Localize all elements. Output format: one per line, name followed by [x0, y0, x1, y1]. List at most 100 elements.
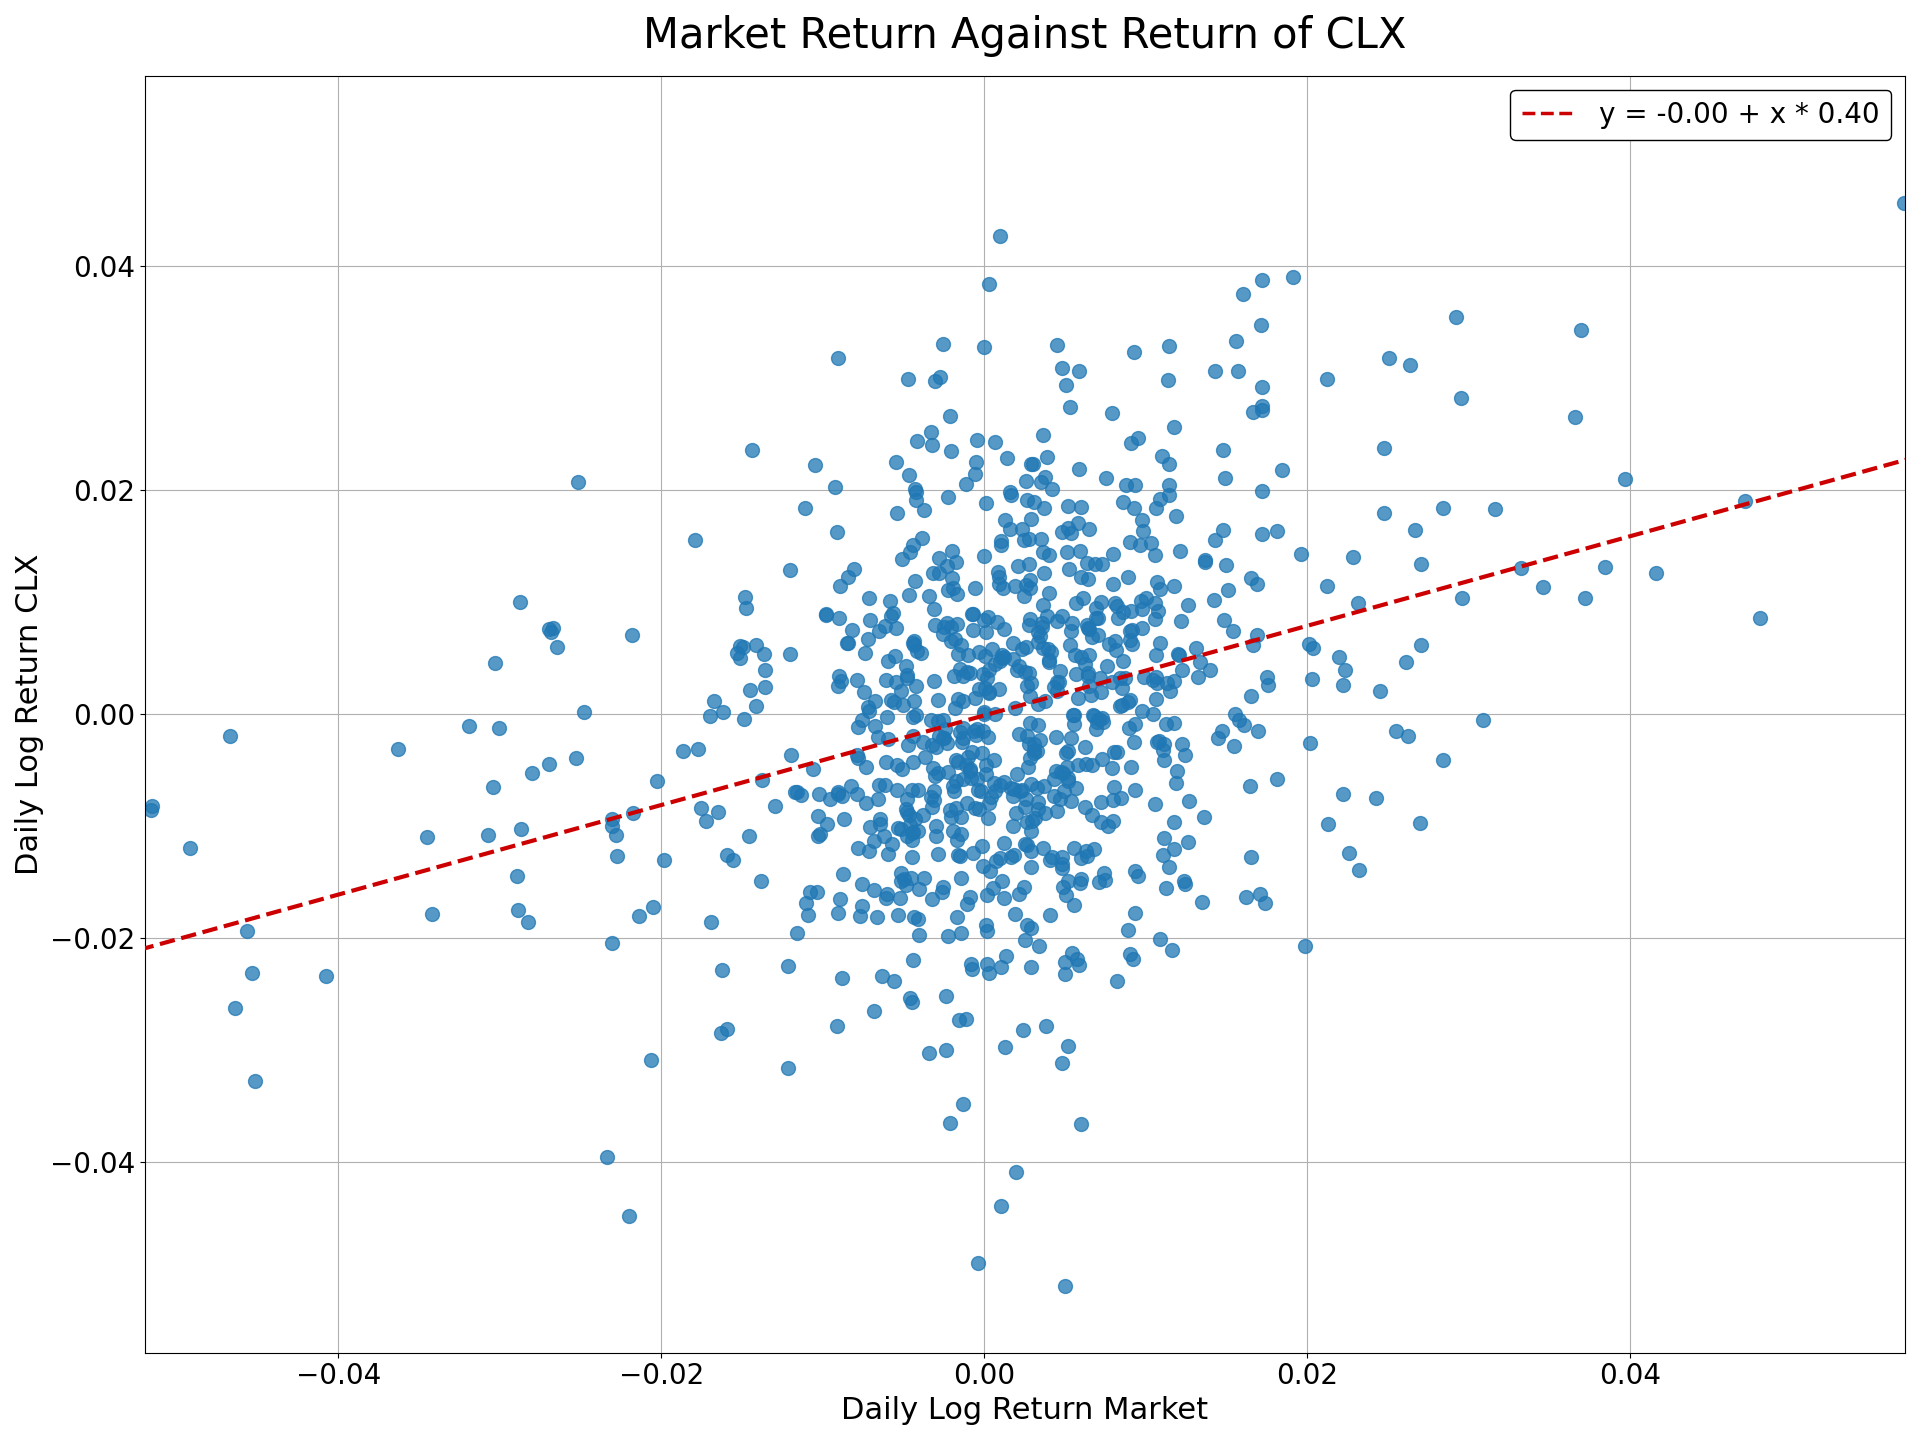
Point	[1108, 491, 1139, 514]
Point	[868, 825, 899, 848]
Point	[952, 893, 983, 916]
Point	[970, 645, 1000, 668]
Point	[780, 780, 810, 804]
Point	[824, 606, 854, 629]
Point	[1041, 680, 1071, 703]
Point	[1039, 768, 1069, 791]
Point	[847, 873, 877, 896]
Point	[822, 346, 852, 369]
Point	[939, 780, 970, 804]
Point	[947, 730, 977, 753]
Point	[1066, 645, 1096, 668]
Point	[1183, 665, 1213, 688]
Point	[1043, 333, 1073, 356]
Point	[841, 668, 872, 691]
Point	[1016, 955, 1046, 978]
Point	[899, 706, 929, 729]
Point	[891, 654, 922, 677]
Point	[962, 778, 993, 801]
Point	[803, 824, 833, 847]
Point	[1000, 903, 1031, 926]
Point	[881, 779, 912, 802]
Point	[1246, 395, 1277, 418]
Point	[1085, 667, 1116, 690]
Point	[1048, 876, 1079, 899]
Point	[1016, 569, 1046, 592]
Point	[1069, 736, 1100, 759]
Point	[1250, 891, 1281, 914]
Point	[534, 618, 564, 641]
Point	[1200, 359, 1231, 382]
Point	[1020, 742, 1050, 765]
Point	[891, 825, 922, 848]
Point	[908, 498, 939, 521]
Point	[601, 845, 632, 868]
Point	[935, 1112, 966, 1135]
Point	[1014, 608, 1044, 631]
Point	[1073, 664, 1104, 687]
Point	[1246, 376, 1277, 399]
Point	[776, 743, 806, 766]
Point	[1229, 282, 1260, 305]
Point	[1112, 690, 1142, 713]
Point	[943, 906, 973, 929]
Point	[1117, 497, 1148, 520]
Point	[1365, 680, 1396, 703]
Point	[922, 762, 952, 785]
Point	[831, 564, 862, 588]
Point	[1066, 564, 1096, 588]
Point	[972, 806, 1002, 829]
Point	[979, 652, 1010, 675]
Point	[1004, 723, 1035, 746]
Point	[1116, 432, 1146, 455]
Point	[1062, 776, 1092, 799]
Point	[881, 671, 912, 694]
Point	[1044, 670, 1075, 693]
Point	[899, 690, 929, 713]
Point	[1058, 837, 1089, 860]
Point	[908, 867, 939, 890]
Point	[1002, 554, 1033, 577]
Point	[985, 530, 1016, 553]
Point	[900, 674, 931, 697]
Point	[920, 765, 950, 788]
Point	[918, 757, 948, 780]
Point	[538, 616, 568, 639]
Point	[1100, 592, 1131, 615]
Point	[968, 720, 998, 743]
Point	[970, 913, 1000, 936]
Point	[922, 710, 952, 733]
Point	[1048, 779, 1079, 802]
Point	[776, 559, 806, 582]
Point	[973, 680, 1004, 703]
Point	[703, 801, 733, 824]
Point	[1035, 903, 1066, 926]
Point	[956, 740, 987, 763]
Point	[996, 484, 1027, 507]
Point	[1091, 467, 1121, 490]
Point	[1526, 575, 1557, 598]
Point	[1043, 609, 1073, 632]
Point	[1158, 837, 1188, 860]
Point	[668, 740, 699, 763]
Point	[937, 775, 968, 798]
Point	[618, 802, 649, 825]
Point	[983, 678, 1014, 701]
Point	[935, 629, 966, 652]
Point	[1008, 585, 1039, 608]
Point	[970, 609, 1000, 632]
Point	[1046, 1051, 1077, 1074]
Point	[895, 814, 925, 837]
Point	[1361, 786, 1392, 809]
Point	[785, 783, 816, 806]
Point	[1223, 708, 1254, 732]
Point	[480, 652, 511, 675]
Point	[899, 629, 929, 652]
Point	[977, 877, 1008, 900]
Point	[960, 576, 991, 599]
Point	[1087, 710, 1117, 733]
Point	[501, 865, 532, 888]
Point	[899, 534, 929, 557]
Point	[1246, 399, 1277, 422]
Point	[918, 779, 948, 802]
